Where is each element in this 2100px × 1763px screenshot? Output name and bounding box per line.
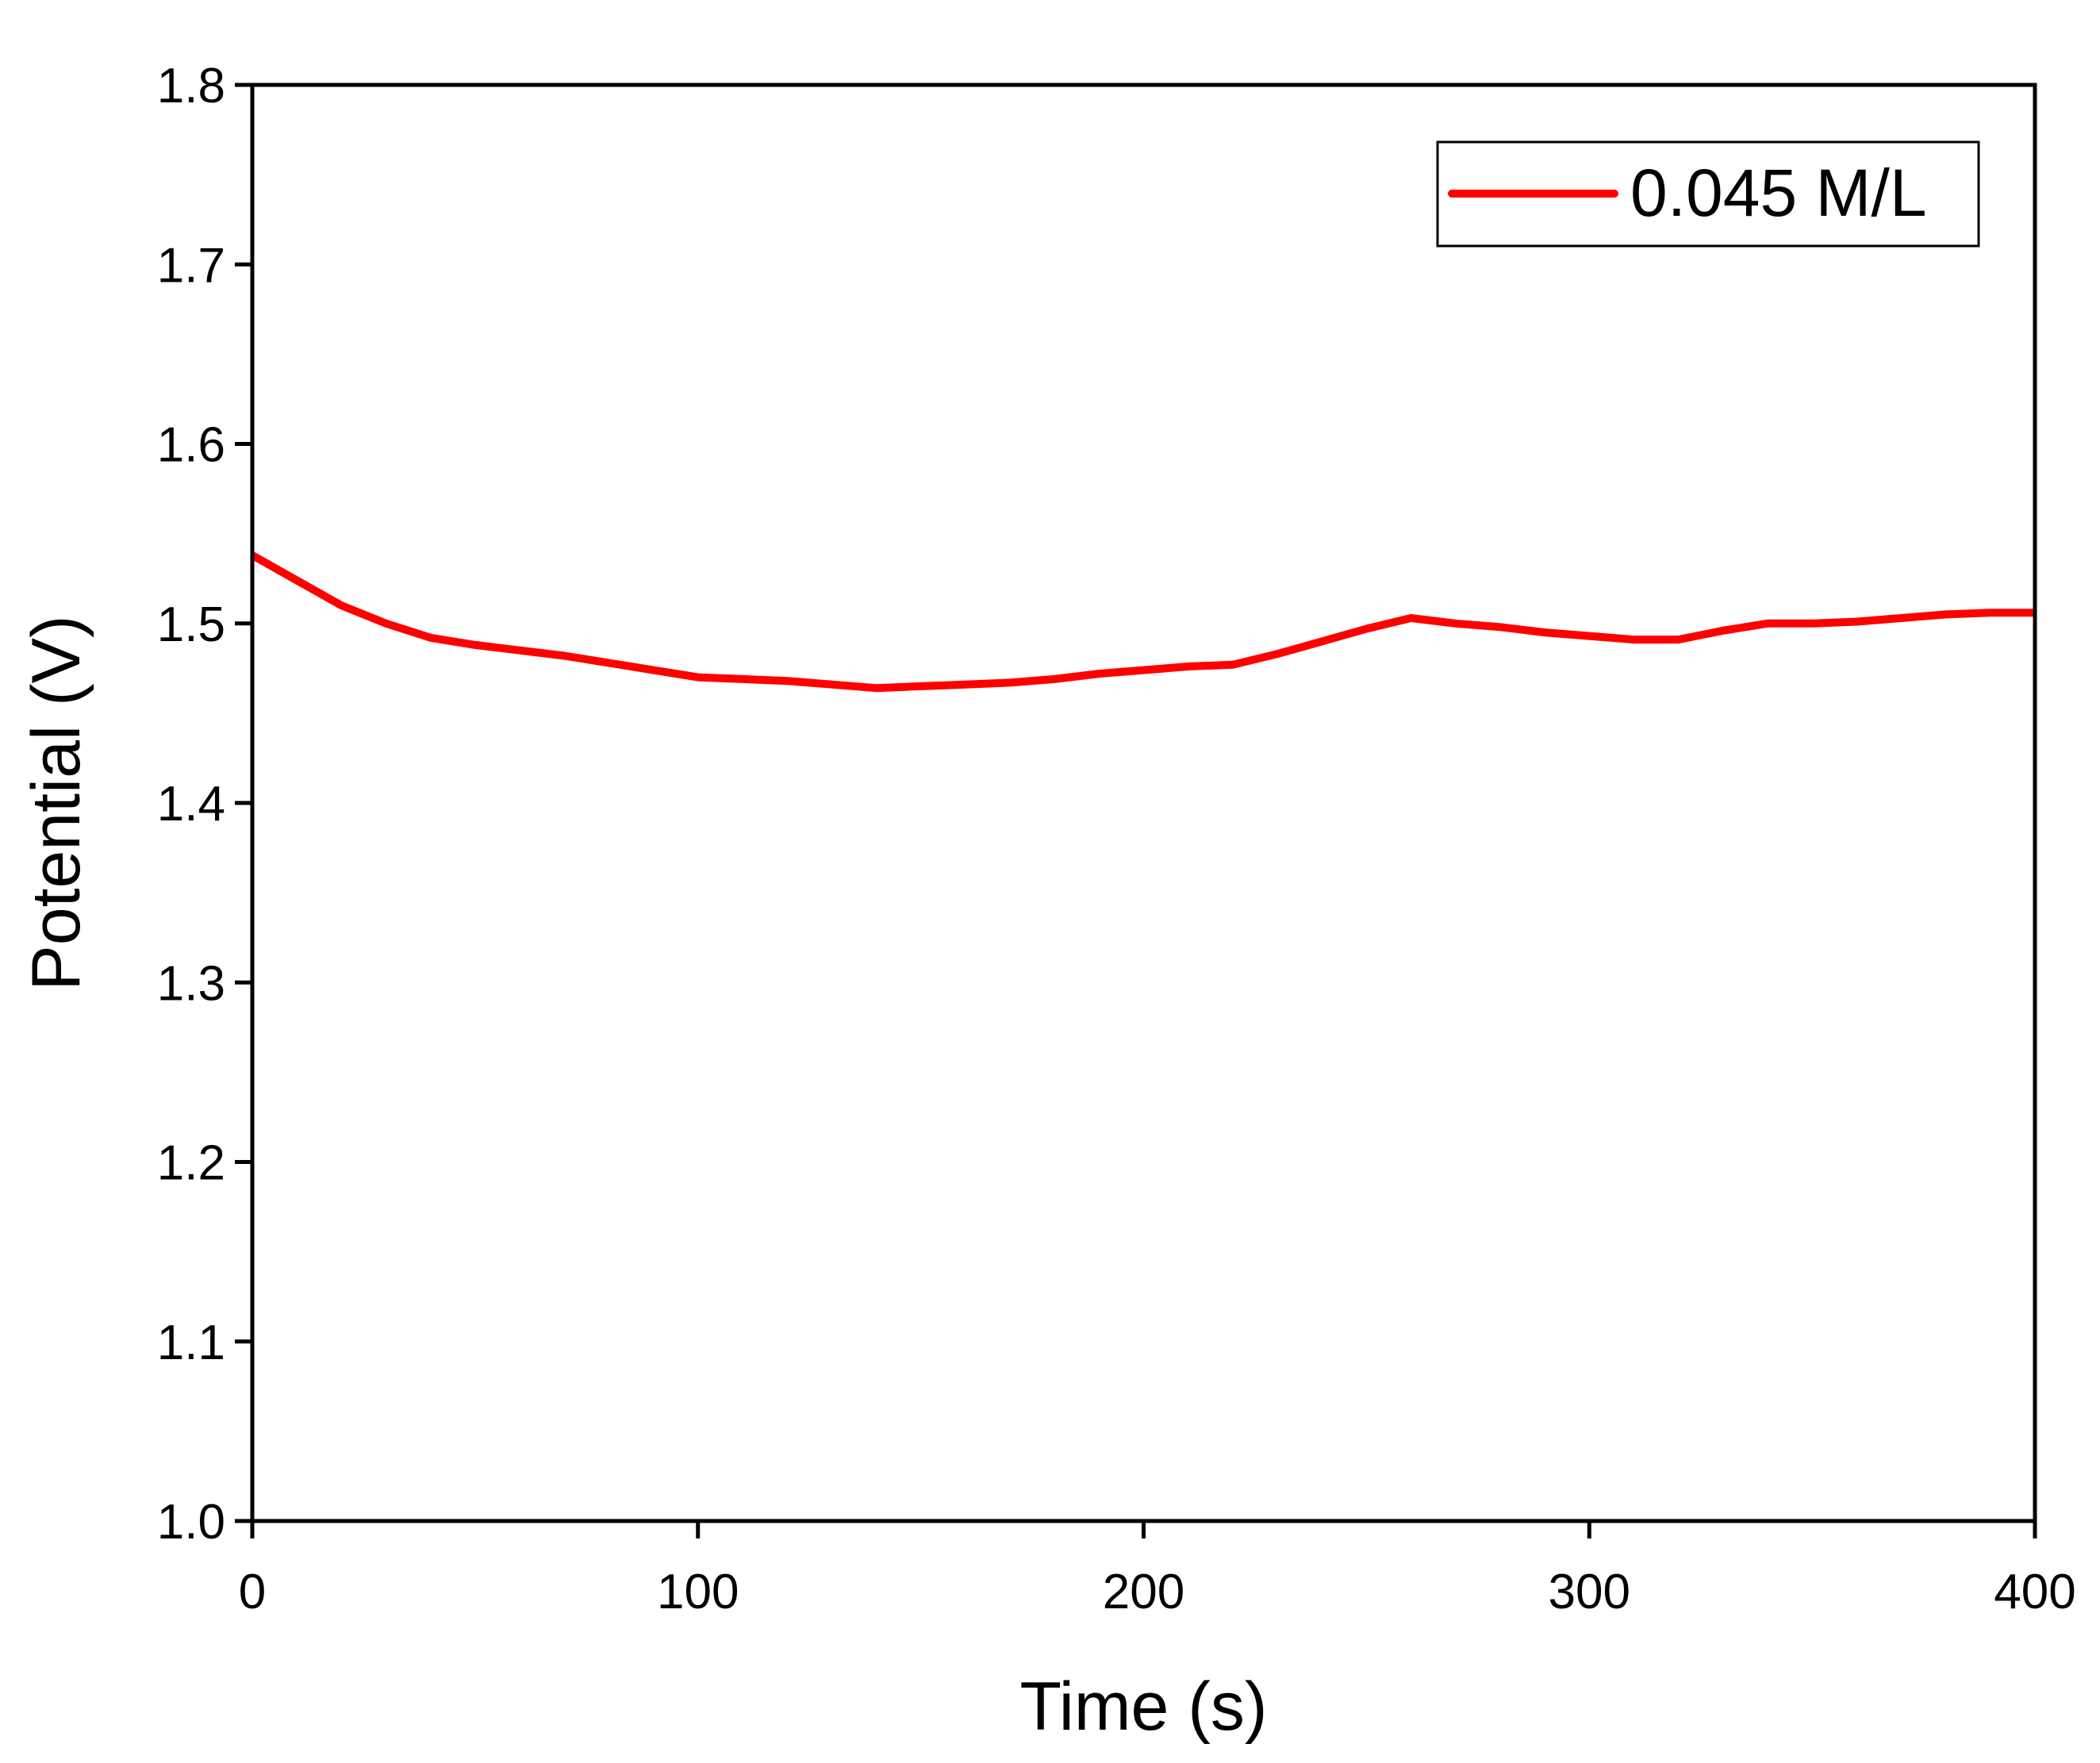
series-line xyxy=(250,551,2035,693)
legend: 0.045 M/L xyxy=(1436,140,1980,248)
x-tick-label: 400 xyxy=(1994,1565,2075,1619)
y-tick-label: 1.4 xyxy=(157,777,225,832)
y-tick-label: 1.6 xyxy=(157,418,225,473)
y-tick-label: 1.0 xyxy=(157,1495,225,1550)
x-axis-ticks: 0 100 200 300 400 xyxy=(239,1521,2076,1619)
y-tick-label: 1.5 xyxy=(157,597,225,652)
y-axis-ticks: 1.0 1.1 1.2 1.3 1.4 1.5 1.6 1.7 1.8 xyxy=(157,59,252,1550)
y-tick-label: 1.3 xyxy=(157,956,225,1011)
plot-frame xyxy=(250,83,2037,1523)
series-layer xyxy=(250,551,2035,693)
y-axis-title: Potential (V) xyxy=(18,615,94,990)
x-axis-title: Time (s) xyxy=(1019,1669,1267,1745)
x-tick-label: 100 xyxy=(657,1565,739,1619)
legend-label: 0.045 M/L xyxy=(1630,156,1927,230)
y-tick-label: 1.1 xyxy=(157,1316,225,1370)
x-tick-label: 200 xyxy=(1103,1565,1184,1619)
x-tick-label: 0 xyxy=(239,1565,266,1619)
x-tick-label: 300 xyxy=(1549,1565,1630,1619)
y-tick-label: 1.7 xyxy=(157,238,225,293)
y-tick-label: 1.8 xyxy=(157,59,225,113)
y-tick-label: 1.2 xyxy=(157,1136,225,1191)
